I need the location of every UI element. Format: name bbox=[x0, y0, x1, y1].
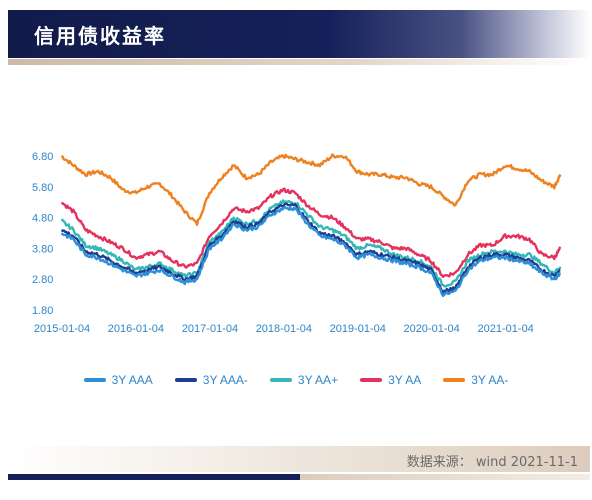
legend-label: 3Y AAA- bbox=[202, 373, 248, 387]
legend-swatch bbox=[269, 378, 292, 382]
y-tick-label: 1.80 bbox=[32, 305, 53, 317]
x-tick-label: 2015-01-04 bbox=[34, 323, 90, 335]
y-tick-label: 2.80 bbox=[32, 274, 53, 286]
header-stripe bbox=[8, 59, 590, 65]
y-tick-label: 3.80 bbox=[32, 243, 53, 255]
series-line-3y-aaa bbox=[60, 206, 561, 298]
series-line-3y-aa bbox=[60, 187, 562, 279]
legend-item: 3Y AA bbox=[360, 371, 421, 389]
footer-line-left bbox=[8, 474, 300, 480]
y-axis: 6.80 5.80 4.80 3.80 2.80 1.80 bbox=[32, 151, 53, 317]
x-tick-label: 2016-01-04 bbox=[108, 323, 164, 335]
data-source-note: 数据来源： wind 2021-11-1 bbox=[406, 455, 578, 470]
legend-swatch bbox=[360, 378, 383, 382]
y-tick-label: 4.80 bbox=[32, 213, 53, 225]
x-tick-label: 2021-01-04 bbox=[478, 323, 534, 335]
legend-label: 3Y AA+ bbox=[297, 373, 339, 387]
legend-label: 3Y AAA bbox=[111, 373, 153, 387]
legend-item: 3Y AA+ bbox=[269, 371, 339, 389]
x-tick-label: 2017-01-04 bbox=[182, 323, 238, 335]
y-tick-label: 6.80 bbox=[32, 151, 53, 163]
series-line-3y-aa-minus bbox=[60, 153, 562, 226]
x-tick-label: 2019-01-04 bbox=[330, 323, 386, 335]
chart-legend: 3Y AAA 3Y AAA- 3Y AA+ 3Y AA 3Y AA- bbox=[0, 371, 592, 389]
legend-item: 3Y AAA- bbox=[174, 371, 248, 389]
legend-label: 3Y AA- bbox=[471, 373, 509, 387]
y-tick-label: 5.80 bbox=[32, 182, 53, 194]
series-line-3y-aaplus bbox=[60, 199, 562, 288]
series-lines bbox=[60, 153, 562, 298]
legend-swatch bbox=[174, 378, 197, 382]
header-banner: 信用债收益率 bbox=[8, 10, 590, 58]
legend-item: 3Y AAA bbox=[83, 371, 153, 389]
x-axis: 2015-01-04 2016-01-04 2017-01-04 2018-01-04… bbox=[34, 323, 534, 335]
legend-swatch bbox=[443, 378, 466, 382]
page-title: 信用债收益率 bbox=[34, 24, 166, 48]
legend-label: 3Y AA bbox=[388, 373, 422, 387]
footer-line-right bbox=[300, 474, 590, 480]
footer-bar bbox=[8, 446, 590, 472]
legend-swatch bbox=[83, 378, 106, 382]
legend-item: 3Y AA- bbox=[443, 371, 508, 389]
x-tick-label: 2020-01-04 bbox=[403, 323, 459, 335]
x-tick-label: 2018-01-04 bbox=[256, 323, 312, 335]
